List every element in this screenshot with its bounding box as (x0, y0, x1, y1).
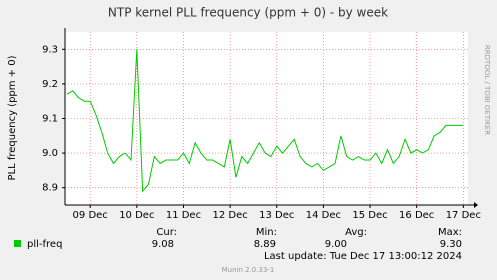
legend-label: pll-freq (27, 239, 62, 250)
y-tick-label: 8.9 (42, 183, 58, 194)
summary-value: 9.08 (152, 239, 174, 250)
summary-header: Avg: (345, 227, 367, 238)
y-tick-label: 9.2 (42, 79, 58, 90)
y-axis-label: PLL frequency (ppm + 0) (7, 55, 18, 180)
x-tick-label: 14 Dec (306, 210, 341, 221)
x-tick-label: 15 Dec (352, 210, 387, 221)
summary-header: Min: (256, 227, 277, 238)
x-axis-arrow (474, 202, 478, 208)
x-tick-label: 09 Dec (73, 210, 108, 221)
summary-value: 8.89 (254, 239, 276, 250)
summary-header: Max: (438, 227, 462, 238)
y-tick-label: 9.1 (42, 114, 58, 125)
x-tick-label: 11 Dec (166, 210, 201, 221)
x-tick-label: 16 Dec (399, 210, 434, 221)
x-tick-label: 10 Dec (119, 210, 154, 221)
y-tick-label: 9.3 (42, 44, 58, 55)
y-tick-label: 9.0 (42, 148, 58, 159)
chart-title: NTP kernel PLL frequency (ppm + 0) - by … (108, 6, 388, 20)
x-tick-label: 12 Dec (212, 210, 247, 221)
last-update: Last update: Tue Dec 17 13:00:12 2024 (264, 251, 462, 262)
legend-swatch (14, 240, 21, 247)
summary-header: Cur: (156, 227, 177, 238)
summary-value: 9.00 (325, 239, 347, 250)
x-tick-label: 17 Dec (446, 210, 481, 221)
side-text: RRDTOOL / TOBI OETIKER (483, 45, 491, 135)
data-line (66, 49, 464, 193)
summary-value: 9.30 (440, 239, 462, 250)
version: Munin 2.0.33-1 (222, 266, 275, 274)
x-tick-label: 13 Dec (259, 210, 294, 221)
